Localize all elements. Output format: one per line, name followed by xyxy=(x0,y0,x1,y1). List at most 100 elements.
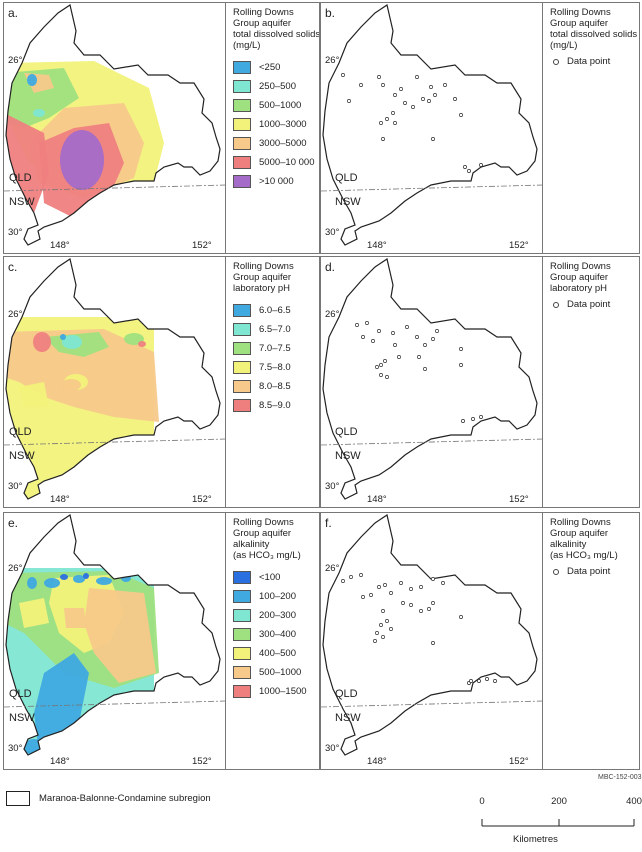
scale-tick-200: 200 xyxy=(551,796,567,807)
lat-26-label: 26° xyxy=(8,55,23,66)
data-point xyxy=(441,581,445,585)
subregion-boundary xyxy=(5,514,221,756)
data-point xyxy=(423,343,427,347)
qld-label: QLD xyxy=(335,172,358,184)
boundary-legend: Maranoa-Balonne-Condamine subregion xyxy=(6,791,211,806)
data-point xyxy=(341,579,345,583)
data-point xyxy=(379,373,383,377)
legend-item: 7.0–7.5 xyxy=(233,339,319,358)
figure-code: MBC-152-003 xyxy=(598,774,642,781)
data-point xyxy=(427,607,431,611)
data-point xyxy=(379,121,383,125)
lon-152-label: 152° xyxy=(192,756,212,767)
data-point xyxy=(419,585,423,589)
legend-swatch xyxy=(233,361,251,374)
data-point xyxy=(369,593,373,597)
legend-swatch xyxy=(233,175,251,188)
legend-e: Rolling Downs Group aquifer alkalinity (as … xyxy=(233,517,319,701)
map-svg-c xyxy=(4,258,226,500)
data-point xyxy=(371,339,375,343)
scale-bar: 0 200 400 Kilometres xyxy=(478,796,642,846)
nsw-label: NSW xyxy=(9,450,35,462)
data-point xyxy=(431,577,435,581)
scale-tick-0: 0 xyxy=(479,796,485,807)
data-point xyxy=(409,587,413,591)
lat-30-label: 30° xyxy=(325,227,340,238)
data-point xyxy=(431,137,435,141)
nsw-label: NSW xyxy=(9,196,35,208)
legend-item: 250–500 xyxy=(233,77,319,96)
data-point-legend: Data point xyxy=(550,299,639,310)
data-point xyxy=(391,331,395,335)
panel-letter: b. xyxy=(325,6,336,20)
lat-26-label: 26° xyxy=(8,563,23,574)
data-point xyxy=(385,117,389,121)
data-point xyxy=(375,631,379,635)
lon-148-label: 148° xyxy=(367,756,387,767)
boundary-legend-label: Maranoa-Balonne-Condamine subregion xyxy=(39,793,211,804)
data-point xyxy=(379,623,383,627)
lon-152-label: 152° xyxy=(509,240,529,251)
subregion-boundary xyxy=(322,258,538,500)
scale-tick-400: 400 xyxy=(626,796,642,807)
state-border xyxy=(321,184,543,192)
legend-item: 3000–5000 xyxy=(233,134,319,153)
legend-title: Rolling Downs Group aquifer laboratory pH xyxy=(550,261,611,294)
data-point xyxy=(405,325,409,329)
legend-item: 6.0–6.5 xyxy=(233,301,319,320)
data-point xyxy=(361,595,365,599)
map-c: c. 26° 30° 148° 152° QLD NSW xyxy=(4,257,226,507)
lat-30-label: 30° xyxy=(8,227,23,238)
data-point xyxy=(341,73,345,77)
data-point xyxy=(379,363,383,367)
panel-c: c. 26° 30° 148° 152° QLD NSW Rolling Dow… xyxy=(3,256,320,508)
data-point xyxy=(361,335,365,339)
legend-a: Rolling Downs Group aquifer total dissolve… xyxy=(233,7,320,191)
data-point xyxy=(393,93,397,97)
map-d: d. 26° 30° 148° 152° QLD NSW xyxy=(321,257,543,507)
legend-swatch xyxy=(233,80,251,93)
legend-swatch xyxy=(233,380,251,393)
lon-152-label: 152° xyxy=(192,240,212,251)
data-point xyxy=(377,329,381,333)
data-point xyxy=(355,323,359,327)
legend-item: 500–1000 xyxy=(233,663,319,682)
legend-title: Rolling Downs Group aquifer total dissolve… xyxy=(233,7,320,51)
legend-swatch xyxy=(233,685,251,698)
map-b: b. 26° 30° 148° 152° QLD NSW xyxy=(321,3,543,253)
legend-item: 8.0–8.5 xyxy=(233,377,319,396)
legend-item: 300–400 xyxy=(233,625,319,644)
data-point xyxy=(383,583,387,587)
qld-label: QLD xyxy=(335,426,358,438)
nsw-label: NSW xyxy=(335,712,361,724)
legend-item: 7.5–8.0 xyxy=(233,358,319,377)
data-point xyxy=(359,83,363,87)
data-point xyxy=(381,137,385,141)
data-point xyxy=(423,367,427,371)
data-point xyxy=(365,321,369,325)
legend-swatch xyxy=(233,609,251,622)
scale-bar-line xyxy=(481,819,635,827)
legend-swatch xyxy=(233,156,251,169)
data-point xyxy=(459,615,463,619)
data-point xyxy=(415,75,419,79)
data-point xyxy=(471,417,475,421)
map-svg-d xyxy=(321,258,543,500)
data-point xyxy=(411,105,415,109)
legend-swatch xyxy=(233,628,251,641)
lat-26-label: 26° xyxy=(325,309,340,320)
lat-26-label: 26° xyxy=(325,55,340,66)
data-point xyxy=(415,335,419,339)
map-svg-a xyxy=(4,4,226,246)
boundary-swatch xyxy=(6,791,30,806)
data-points xyxy=(341,573,497,685)
subregion-boundary xyxy=(5,258,221,500)
data-point xyxy=(393,343,397,347)
nsw-label: NSW xyxy=(335,450,361,462)
legend-item: <250 xyxy=(233,58,319,77)
nsw-label: NSW xyxy=(335,196,361,208)
legend-b: Rolling Downs Group aquifer total dissolve… xyxy=(550,7,639,67)
lon-148-label: 148° xyxy=(367,240,387,251)
data-point xyxy=(349,575,353,579)
legend-item: 500–1000 xyxy=(233,96,319,115)
